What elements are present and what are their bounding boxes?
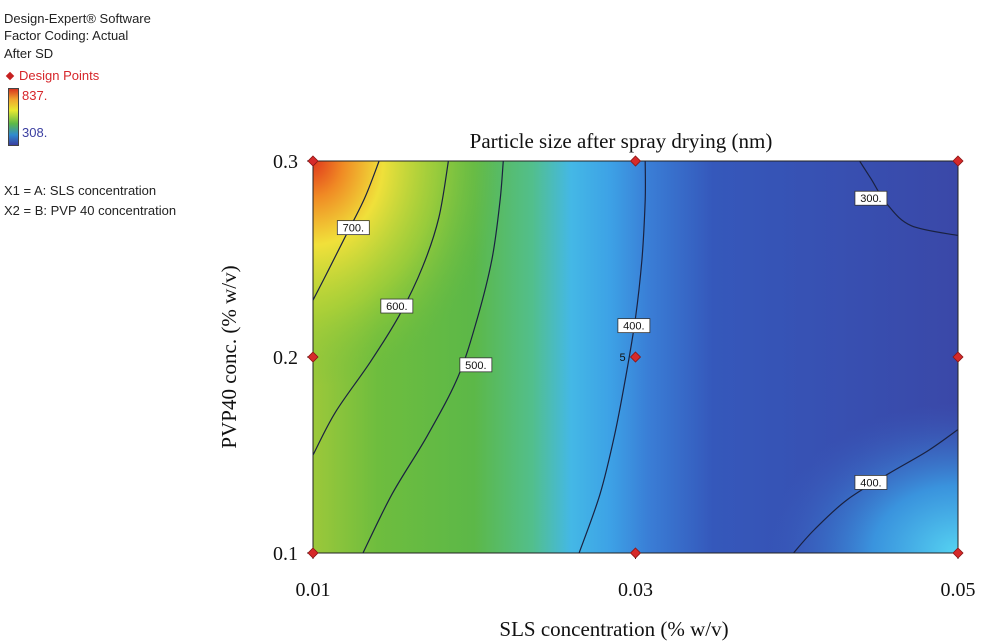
design-point: [307, 155, 319, 167]
x-tick-label: 0.05: [941, 579, 976, 601]
design-point: [952, 351, 964, 363]
contour-labels: 700. 600. 500. 400. 300. 400. 5: [336, 190, 888, 490]
contour-label: 400.: [623, 321, 644, 333]
x-tick-label: 0.01: [296, 579, 331, 601]
colorbar: [8, 88, 19, 146]
contour-label-box: [617, 318, 651, 334]
x-axis-label: SLS concentration (% w/v): [499, 617, 728, 641]
factor-x1-label: X1 = A: SLS concentration: [4, 183, 157, 198]
coding-label: Factor Coding: Actual: [4, 28, 129, 43]
contour-label: 700.: [343, 223, 364, 235]
chart-title: Particle size after spray drying (nm): [470, 129, 773, 153]
contour-label-box: [854, 475, 888, 490]
contour-label-box: [854, 190, 888, 206]
design-points-legend: Design Points: [4, 68, 99, 84]
colorbar-min-label: 308.: [22, 125, 48, 140]
factor-x2-label: X2 = B: PVP 40 concentration: [4, 203, 177, 218]
contour-label-box: [380, 298, 414, 314]
y-tick-label: 0.2: [273, 347, 298, 369]
design-point: [952, 547, 964, 559]
colorbar-max-label: 837.: [22, 88, 48, 103]
design-point: [307, 351, 319, 363]
design-point: [629, 351, 642, 363]
y-tick-label: 0.3: [273, 151, 298, 173]
y-tick-label: 0.1: [273, 543, 298, 565]
factor-legend: X1 = A: SLS concentration X2 = B: PVP 40…: [4, 181, 176, 221]
design-point: [307, 547, 319, 559]
contour-label: 400.: [860, 477, 881, 489]
design-point: [952, 155, 964, 167]
contour-label: 300.: [860, 193, 881, 205]
design-point: [629, 547, 642, 559]
software-label: Design-Expert® Software: [4, 11, 151, 26]
design-points: [307, 155, 964, 559]
response-label: After SD: [4, 46, 54, 61]
contour-line-600-1: [312, 160, 449, 456]
x-tick-label: 0.03: [618, 579, 653, 601]
contour-label: 600.: [386, 301, 407, 313]
y-ticks: 0.1 0.2 0.3: [273, 151, 313, 565]
contour-label-box: [336, 220, 370, 236]
contour-line-400-3: [578, 160, 647, 554]
x-ticks: 0.01 0.03 0.05: [296, 553, 976, 601]
contour-label-box: [459, 357, 493, 373]
design-points-label: Design Points: [19, 68, 100, 83]
y-axis-label: PVP40 conc. (% w/v): [217, 265, 241, 448]
contour-label: 500.: [465, 360, 486, 372]
center-point-count-label: 5: [620, 352, 626, 364]
design-point: [629, 155, 642, 167]
contour-lines: [312, 160, 959, 554]
